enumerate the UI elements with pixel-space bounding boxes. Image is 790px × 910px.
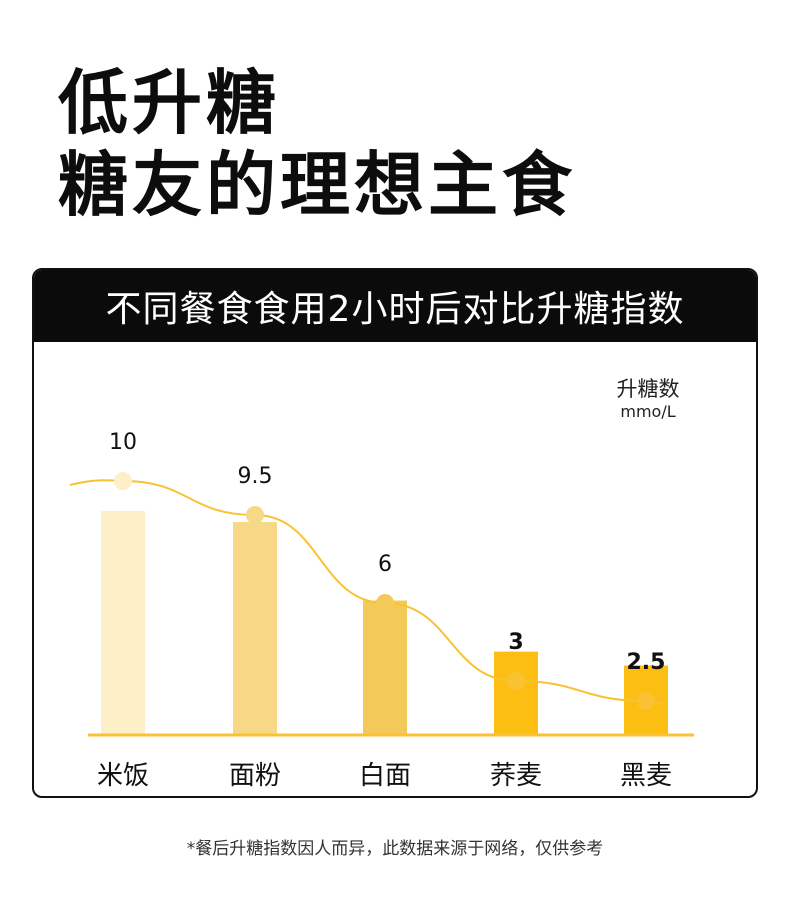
footnote: *餐后升糖指数因人而异，此数据来源于网络，仅供参考 bbox=[186, 839, 604, 859]
data-point-0 bbox=[114, 472, 132, 490]
headline-line-2: 糖友的理想主食 bbox=[58, 144, 576, 226]
category-label-0: 米饭 bbox=[97, 761, 149, 791]
data-label-0: 10 bbox=[109, 430, 137, 455]
data-label-1: 9.5 bbox=[238, 464, 273, 489]
chart-svg: 升糖数 mmo/L 10 9.5 6 3 2.5 米饭 面粉 白面 荞麦 黑麦 bbox=[69, 377, 694, 791]
bar-3 bbox=[494, 651, 538, 735]
data-point-2 bbox=[376, 594, 394, 612]
y-axis-title: 升糖数 bbox=[617, 377, 680, 401]
category-label-4: 黑麦 bbox=[620, 761, 672, 791]
category-label-2: 白面 bbox=[359, 761, 411, 791]
bar-2 bbox=[363, 600, 407, 735]
headline-line-1: 低升糖 bbox=[58, 62, 280, 144]
chart-title: 不同餐食食用2小时后对比升糖指数 bbox=[34, 270, 756, 342]
y-axis-unit: mmo/L bbox=[620, 402, 675, 421]
chart-card: 不同餐食食用2小时后对比升糖指数 升糖数 mmo/L 10 9.5 6 3 2.5 米饭 面… bbox=[32, 268, 758, 798]
data-label-4: 2.5 bbox=[627, 650, 666, 675]
data-point-4 bbox=[637, 692, 655, 710]
headline: 低升糖 糖友的理想主食 bbox=[58, 62, 576, 226]
category-label-1: 面粉 bbox=[229, 761, 281, 791]
data-point-1 bbox=[246, 506, 264, 524]
data-label-3: 3 bbox=[508, 630, 523, 655]
data-label-2: 6 bbox=[378, 552, 392, 577]
data-point-3 bbox=[507, 672, 525, 690]
bar-1 bbox=[233, 522, 277, 735]
bar-0 bbox=[101, 510, 145, 735]
category-label-3: 荞麦 bbox=[490, 761, 542, 791]
